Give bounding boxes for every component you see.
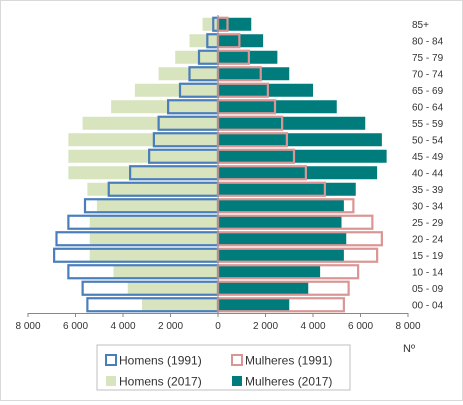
bar-homens-2017-10-14 <box>113 265 218 279</box>
age-label: 45 - 49 <box>412 152 444 163</box>
bar-homens-2017-70-74 <box>158 67 218 81</box>
x-tick-label: 8 000 <box>15 321 40 332</box>
bar-homens-2017-20-24 <box>89 232 218 246</box>
bar-mulheres-2017-80-84 <box>218 34 264 48</box>
filled-bars-layer <box>68 17 387 312</box>
age-group-labels: 00 - 04 05 - 09 10 - 14 15 - 19 20 - 24 25 - … <box>412 20 444 312</box>
x-axis: 8 000 6 000 4 000 2 000 0 2 000 4 000 6 000 8 00… <box>15 15 421 332</box>
age-label: 75 - 79 <box>412 53 444 64</box>
bar-mulheres-2017-40-44 <box>218 166 378 180</box>
bar-homens-2017-15-19 <box>89 248 218 262</box>
age-label: 25 - 29 <box>412 218 444 229</box>
bar-mulheres-2017-15-19 <box>218 248 344 262</box>
bar-mulheres-2017-50-54 <box>218 133 382 147</box>
legend-label-homens-2017: Homens (2017) <box>119 375 202 389</box>
bar-homens-2017-40-44 <box>68 166 218 180</box>
bar-mulheres-2017-10-14 <box>218 265 321 279</box>
age-label: 40 - 44 <box>412 168 444 179</box>
bar-mulheres-2017-30-34 <box>218 199 344 213</box>
bar-homens-2017-05-09 <box>127 281 218 295</box>
legend-box <box>96 344 351 391</box>
bar-homens-2017-35-39 <box>87 182 218 196</box>
legend-label-homens-1991: Homens (1991) <box>119 354 202 368</box>
bar-homens-2017-30-34 <box>96 199 218 213</box>
bar-homens-2017-25-29 <box>89 215 218 229</box>
legend-label-mulheres-2017: Mulheres (2017) <box>245 375 332 389</box>
bar-homens-2017-55-59 <box>82 116 218 130</box>
age-label: 30 - 34 <box>412 201 444 212</box>
x-tick-label: 8 000 <box>395 321 420 332</box>
bar-homens-2017-45-49 <box>68 149 218 163</box>
bar-mulheres-2017-65-69 <box>218 83 313 97</box>
age-label: 55 - 59 <box>412 119 444 130</box>
x-tick-label: 6 000 <box>348 321 373 332</box>
legend-swatch-mulheres-1991 <box>231 354 243 366</box>
age-label: 05 - 09 <box>412 284 444 295</box>
x-axis-label: Nº <box>403 343 415 355</box>
bar-mulheres-2017-70-74 <box>218 67 290 81</box>
x-tick-label: 2 000 <box>158 321 183 332</box>
bar-homens-2017-75-79 <box>175 50 218 64</box>
legend: Homens (1991) Mulheres (1991) Homens (2017… <box>96 344 351 391</box>
x-tick-label: 2 000 <box>253 321 278 332</box>
age-label: 20 - 24 <box>412 234 444 245</box>
bar-mulheres-2017-20-24 <box>218 232 347 246</box>
age-label: 00 - 04 <box>412 300 444 311</box>
age-label: 60 - 64 <box>412 102 444 113</box>
age-label: 50 - 54 <box>412 135 444 146</box>
legend-label-mulheres-1991: Mulheres (1991) <box>245 354 332 368</box>
legend-swatch-mulheres-2017 <box>232 376 242 386</box>
bar-mulheres-2017-60-64 <box>218 100 337 114</box>
bar-mulheres-2017-25-29 <box>218 215 342 229</box>
age-label: 10 - 14 <box>412 267 444 278</box>
bar-homens-2017-85 <box>202 17 218 31</box>
legend-swatch-homens-2017 <box>106 376 116 386</box>
age-label: 15 - 19 <box>412 251 444 262</box>
bar-mulheres-2017-35-39 <box>218 182 356 196</box>
x-tick-label: 6 000 <box>63 321 88 332</box>
bar-homens-2017-00-04 <box>142 298 218 312</box>
x-tick-label: 4 000 <box>300 321 325 332</box>
bar-homens-2017-60-64 <box>111 100 218 114</box>
bar-homens-2017-80-84 <box>189 34 218 48</box>
age-label: 65 - 69 <box>412 86 444 97</box>
age-label: 70 - 74 <box>412 69 444 80</box>
bar-mulheres-2017-45-49 <box>218 149 387 163</box>
x-tick-label: 4 000 <box>110 321 135 332</box>
x-tick-label: 0 <box>215 321 221 332</box>
bar-mulheres-2017-05-09 <box>218 281 309 295</box>
age-label: 80 - 84 <box>412 36 444 47</box>
age-label: 35 - 39 <box>412 185 444 196</box>
legend-swatch-homens-1991 <box>105 354 117 366</box>
bar-homens-2017-50-54 <box>68 133 218 147</box>
bar-mulheres-2017-00-04 <box>218 298 290 312</box>
bar-homens-2017-65-69 <box>134 83 218 97</box>
bar-mulheres-2017-55-59 <box>218 116 366 130</box>
age-label: 85+ <box>412 20 429 31</box>
bar-mulheres-2017-85 <box>218 17 252 31</box>
bar-mulheres-2017-75-79 <box>218 50 278 64</box>
